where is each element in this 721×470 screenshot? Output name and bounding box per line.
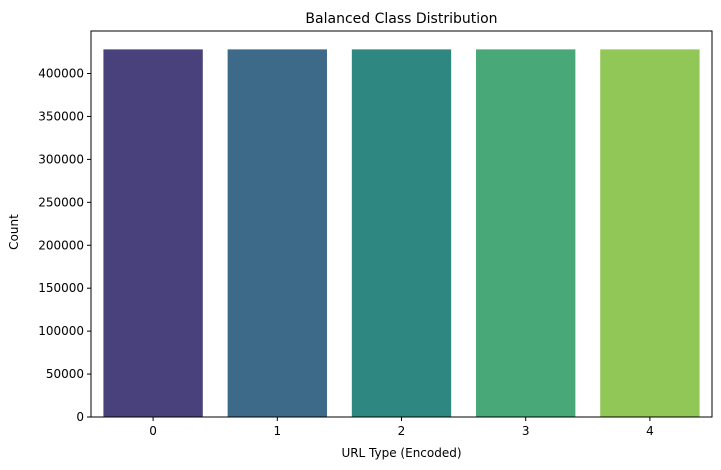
x-axis-label: URL Type (Encoded) [341,446,461,460]
y-axis-ticks: 0 50000 100000 150000 200000 250000 300000 3500… [38,67,91,424]
x-axis-ticks: 0 1 2 3 4 [149,417,654,438]
bars-group [103,49,700,417]
y-tick-label: 300000 [38,152,84,166]
y-axis-label: Count [7,214,21,250]
y-tick-label: 400000 [38,67,84,81]
y-tick-label: 50000 [46,367,84,381]
y-tick-label: 0 [76,410,84,424]
plot-frame [90,30,713,418]
y-tick-label: 350000 [38,109,84,123]
bar-4 [600,49,700,417]
bar-0 [103,49,203,417]
y-tick-label: 100000 [38,324,84,338]
x-tick-label: 1 [273,424,281,438]
x-tick-label: 3 [522,424,530,438]
chart-title: Balanced Class Distribution [305,11,497,27]
x-tick-label: 2 [398,424,406,438]
bar-1 [227,49,327,417]
x-tick-label: 4 [646,424,654,438]
y-tick-label: 150000 [38,281,84,295]
y-tick-label: 250000 [38,195,84,209]
y-tick-label: 200000 [38,238,84,252]
bar-2 [351,49,452,417]
bar-3 [476,49,576,417]
x-tick-label: 0 [149,424,157,438]
